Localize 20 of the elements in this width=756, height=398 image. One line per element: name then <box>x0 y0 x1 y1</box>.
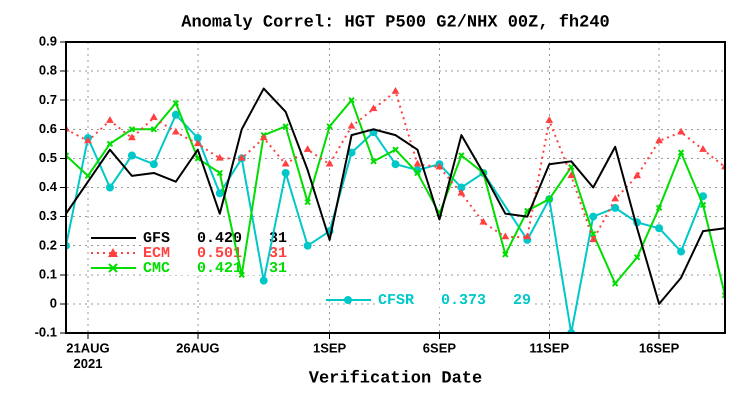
x-axis-title: Verification Date <box>308 369 482 388</box>
x-tick-label: 6SEP <box>422 340 456 356</box>
y-tick-label: 0 <box>50 295 57 310</box>
y-tick-label: 0.3 <box>38 208 57 224</box>
x-tick-label: 26AUG <box>176 340 220 356</box>
x-tick-label: 21AUG 2021 <box>66 340 110 371</box>
y-tick-label: 0.5 <box>38 150 57 165</box>
y-tick-label: 0.6 <box>38 120 57 136</box>
y-tick-label: 0.4 <box>38 179 58 194</box>
y-tick-label: 0.8 <box>38 62 57 78</box>
y-tick-label: -0.1 <box>34 324 57 340</box>
x-tick-label: 11SEP <box>529 340 570 356</box>
legend-label: CFSR 0.373 29 <box>378 292 532 309</box>
x-tick-label: 16SEP <box>638 340 680 356</box>
chart-title: Anomaly Correl: HGT P500 G2/NHX 00Z, fh240 <box>181 13 610 32</box>
y-tick-label: 0.9 <box>38 34 57 49</box>
x-tick-label: 1SEP <box>312 340 347 356</box>
y-tick-label: 0.2 <box>38 237 57 252</box>
y-tick-label: 0.7 <box>38 92 57 107</box>
y-tick-label: 0.1 <box>38 266 57 282</box>
